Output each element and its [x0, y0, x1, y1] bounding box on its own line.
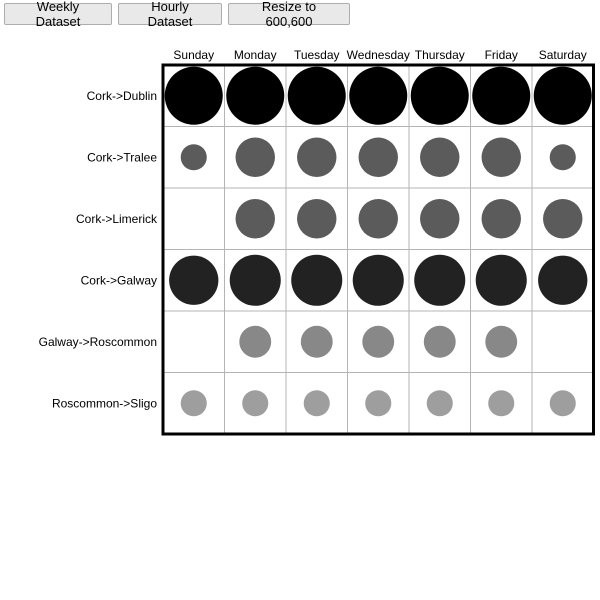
heatmap-cell-circle[interactable] — [235, 199, 275, 239]
heatmap-cell-circle[interactable] — [229, 254, 281, 306]
column-label: Sunday — [173, 48, 214, 62]
column-label: Tuesday — [294, 48, 340, 62]
heatmap-cell-circle[interactable] — [423, 325, 456, 358]
heatmap-cell-circle[interactable] — [226, 66, 285, 125]
row-label: Galway->Roscommon — [39, 335, 157, 349]
heatmap-cell-circle[interactable] — [549, 144, 576, 171]
heatmap-cell-circle[interactable] — [291, 254, 343, 306]
row-label: Cork->Dublin — [87, 89, 157, 103]
heatmap-cell-circle[interactable] — [300, 325, 333, 358]
heatmap-cell-circle[interactable] — [164, 66, 223, 125]
heatmap-cell-circle[interactable] — [426, 390, 453, 417]
heatmap-cell-circle[interactable] — [239, 325, 272, 358]
column-label: Saturday — [539, 48, 587, 62]
heatmap-cell-circle[interactable] — [410, 66, 469, 125]
heatmap-cell-circle[interactable] — [242, 390, 269, 417]
column-label: Thursday — [415, 48, 465, 62]
heatmap-cell-circle[interactable] — [538, 255, 588, 305]
heatmap-cell-circle[interactable] — [297, 137, 337, 177]
heatmap-cell-circle[interactable] — [481, 137, 521, 177]
heatmap-cell-circle[interactable] — [543, 199, 583, 239]
row-label: Cork->Limerick — [76, 212, 158, 226]
heatmap-cell-circle[interactable] — [297, 199, 337, 239]
row-label: Cork->Galway — [81, 273, 157, 287]
heatmap-cell-circle[interactable] — [358, 199, 398, 239]
heatmap-cell-circle[interactable] — [303, 390, 330, 417]
heatmap-cell-circle[interactable] — [180, 144, 207, 171]
heatmap-cell-circle[interactable] — [349, 66, 408, 125]
heatmap-cell-circle[interactable] — [352, 254, 404, 306]
heatmap-cell-circle[interactable] — [475, 254, 527, 306]
heatmap-cell-circle[interactable] — [287, 66, 346, 125]
heatmap-cell-circle[interactable] — [420, 137, 460, 177]
heatmap-cell-circle[interactable] — [533, 66, 592, 125]
heatmap-cell-circle[interactable] — [488, 390, 515, 417]
heatmap-cell-circle[interactable] — [235, 137, 275, 177]
row-label: Roscommon->Sligo — [52, 396, 157, 410]
heatmap-cell-circle[interactable] — [180, 390, 207, 417]
heatmap-cell-circle[interactable] — [414, 254, 466, 306]
heatmap-cell-circle[interactable] — [420, 199, 460, 239]
heatmap-cell-circle[interactable] — [485, 325, 518, 358]
heatmap-cell-circle[interactable] — [169, 255, 219, 305]
resize-button[interactable]: Resize to 600,600 — [228, 0, 350, 29]
heatmap-cell-circle[interactable] — [358, 137, 398, 177]
row-label: Cork->Tralee — [87, 150, 157, 164]
heatmap-cell-circle[interactable] — [481, 199, 521, 239]
column-label: Wednesday — [347, 48, 410, 62]
column-label: Monday — [234, 48, 277, 62]
heatmap-cell-circle[interactable] — [365, 390, 392, 417]
heatmap-cell-circle[interactable] — [472, 66, 531, 125]
heatmap-cell-circle[interactable] — [362, 325, 395, 358]
grid-border — [161, 63, 595, 436]
column-label: Friday — [485, 48, 518, 62]
heatmap-cell-circle[interactable] — [549, 390, 576, 417]
